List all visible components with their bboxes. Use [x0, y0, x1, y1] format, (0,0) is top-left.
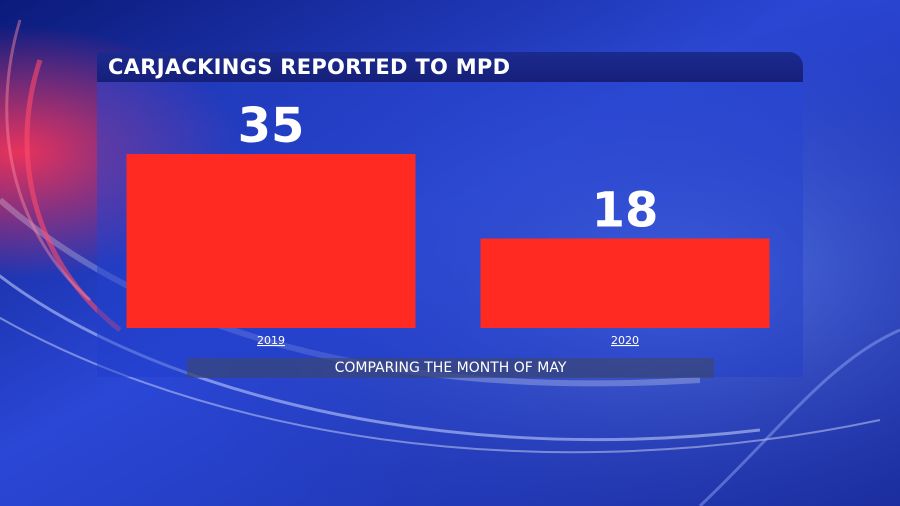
category-label-2020: 2020: [611, 334, 639, 347]
data-label-2019: 35: [238, 98, 305, 154]
bar-chart: 35 2019 18 2020: [126, 98, 770, 347]
title-bar: [97, 52, 803, 82]
bar-2020: [480, 238, 770, 328]
footer-bar: [187, 358, 714, 378]
data-label-2020: 18: [592, 183, 659, 239]
category-label-2019: 2019: [257, 334, 285, 347]
chart-title: CARJACKINGS REPORTED TO MPD: [108, 55, 511, 79]
bar-2019: [126, 154, 416, 328]
chart-subtitle: COMPARING THE MONTH OF MAY: [334, 360, 567, 376]
